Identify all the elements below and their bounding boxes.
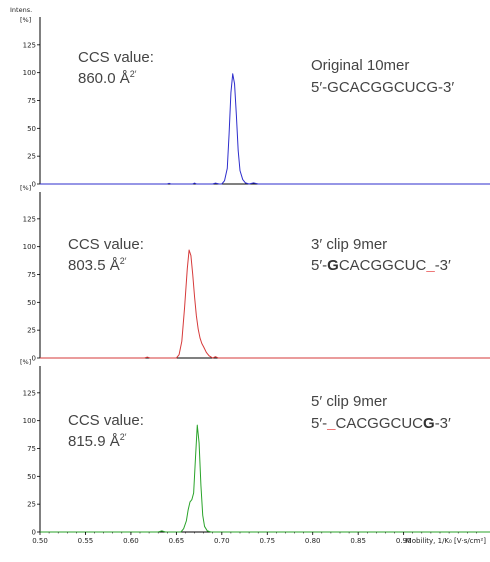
- seq-prefix: 5′-: [311, 415, 327, 432]
- seq-suffix: -3′: [435, 415, 451, 432]
- ccs-unit-sup: 2′: [120, 432, 127, 442]
- y-tick-label: 50: [27, 125, 36, 133]
- x-tick-label: 0.55: [78, 537, 94, 545]
- y-unit-label: [%]: [20, 184, 31, 192]
- y-tick-label: 100: [23, 417, 36, 425]
- ccs-label: CCS value:: [78, 49, 154, 66]
- seq-prefix: 5′-: [311, 257, 327, 274]
- x-tick-label: 0.50: [32, 537, 48, 545]
- x-tick-label: 0.70: [214, 537, 230, 545]
- x-tick-label: 0.90: [396, 537, 412, 545]
- y-tick-label: 100: [23, 243, 36, 251]
- ccs-value: 803.5 Å2′: [68, 256, 127, 274]
- y-tick-label: 25: [27, 327, 36, 335]
- seq-prefix: 5′-: [311, 79, 327, 96]
- x-tick-label: 0.60: [123, 537, 139, 545]
- ccs-unit-sup: 2′: [130, 69, 137, 79]
- seq-head: _: [326, 415, 336, 432]
- ccs-unit: Å: [110, 257, 120, 274]
- series-line-original: [40, 73, 490, 185]
- x-tick-label: 0.75: [259, 537, 275, 545]
- x-tick-label: 0.65: [169, 537, 185, 545]
- seq-body: CACGGCUC: [339, 79, 427, 96]
- seq-tail: _: [425, 257, 435, 274]
- y-unit-label: [%]: [20, 16, 31, 24]
- ccs-number: 815.9: [68, 433, 110, 450]
- seq-body: CACGGCUC: [339, 257, 427, 274]
- y-tick-label: 75: [27, 271, 36, 279]
- y-tick-label: 125: [23, 41, 36, 49]
- oligo-name: 3′ clip 9mer: [311, 236, 387, 253]
- ccs-number: 860.0: [78, 70, 120, 87]
- y-tick-label: 0: [32, 181, 36, 189]
- oligo-name: Original 10mer: [311, 57, 409, 74]
- y-axis-title: Intens.: [10, 6, 32, 14]
- y-tick-label: 0: [32, 355, 36, 363]
- series-line-clip5: [40, 424, 490, 533]
- y-tick-label: 0: [32, 529, 36, 537]
- panel-clip5: 0 25 50 75 100 125 [%] CCS value: 815.9 Å2′ 5′ cl…: [20, 358, 490, 537]
- ccs-unit: Å: [120, 70, 130, 87]
- y-tick-label: 75: [27, 97, 36, 105]
- ccs-label: CCS value:: [68, 236, 144, 253]
- oligo-sequence: 5′-GCACGGCUC_-3′: [311, 257, 451, 274]
- y-tick-label: 25: [27, 501, 36, 509]
- panel-clip3: 0 25 50 75 100 125 [%] CCS value: 803.5 Å2′ 3′ cl…: [20, 184, 490, 363]
- y-tick-label: 50: [27, 473, 36, 481]
- ccs-label: CCS value:: [68, 412, 144, 429]
- y-tick-label: 125: [23, 389, 36, 397]
- panel-original: 0 25 50 75 100 125 Intens. [%] CCS value: 860.0 Å…: [10, 6, 490, 189]
- ccs-unit: Å: [110, 433, 120, 450]
- oligo-name: 5′ clip 9mer: [311, 393, 387, 410]
- x-tick-label: 0.80: [305, 537, 321, 545]
- x-axis-label: Mobility, 1/K₀ [V·s/cm²]: [406, 537, 487, 545]
- ccs-number: 803.5: [68, 257, 110, 274]
- y-tick-label: 125: [23, 215, 36, 223]
- seq-head: G: [327, 79, 339, 96]
- oligo-sequence: 5′-GCACGGCUCG-3′: [311, 79, 454, 96]
- panels-layer: 0 25 50 75 100 125 Intens. [%] CCS value: 860.0 Å…: [10, 6, 490, 537]
- y-tick-label: 75: [27, 445, 36, 453]
- ccs-unit-sup: 2′: [120, 256, 127, 266]
- ccs-value: 860.0 Å2′: [78, 69, 137, 87]
- seq-suffix: -3′: [435, 257, 451, 274]
- y-tick-label: 100: [23, 69, 36, 77]
- seq-tail: G: [426, 79, 438, 96]
- x-tick-label: 0.85: [350, 537, 366, 545]
- series-line-clip3: [40, 249, 490, 359]
- seq-suffix: -3′: [438, 79, 454, 96]
- seq-tail: G: [423, 415, 435, 432]
- seq-head: G: [327, 257, 339, 274]
- y-tick-label: 50: [27, 299, 36, 307]
- x-axis: 0.50 0.55 0.60 0.65 0.70 0.75 0.80 0.85 0.90Mobi…: [32, 532, 486, 545]
- ccs-value: 815.9 Å2′: [68, 432, 127, 450]
- y-unit-label: [%]: [20, 358, 31, 366]
- oligo-sequence: 5′-_CACGGCUCG-3′: [311, 415, 451, 432]
- seq-body: CACGGCUC: [336, 415, 424, 432]
- y-tick-label: 25: [27, 153, 36, 161]
